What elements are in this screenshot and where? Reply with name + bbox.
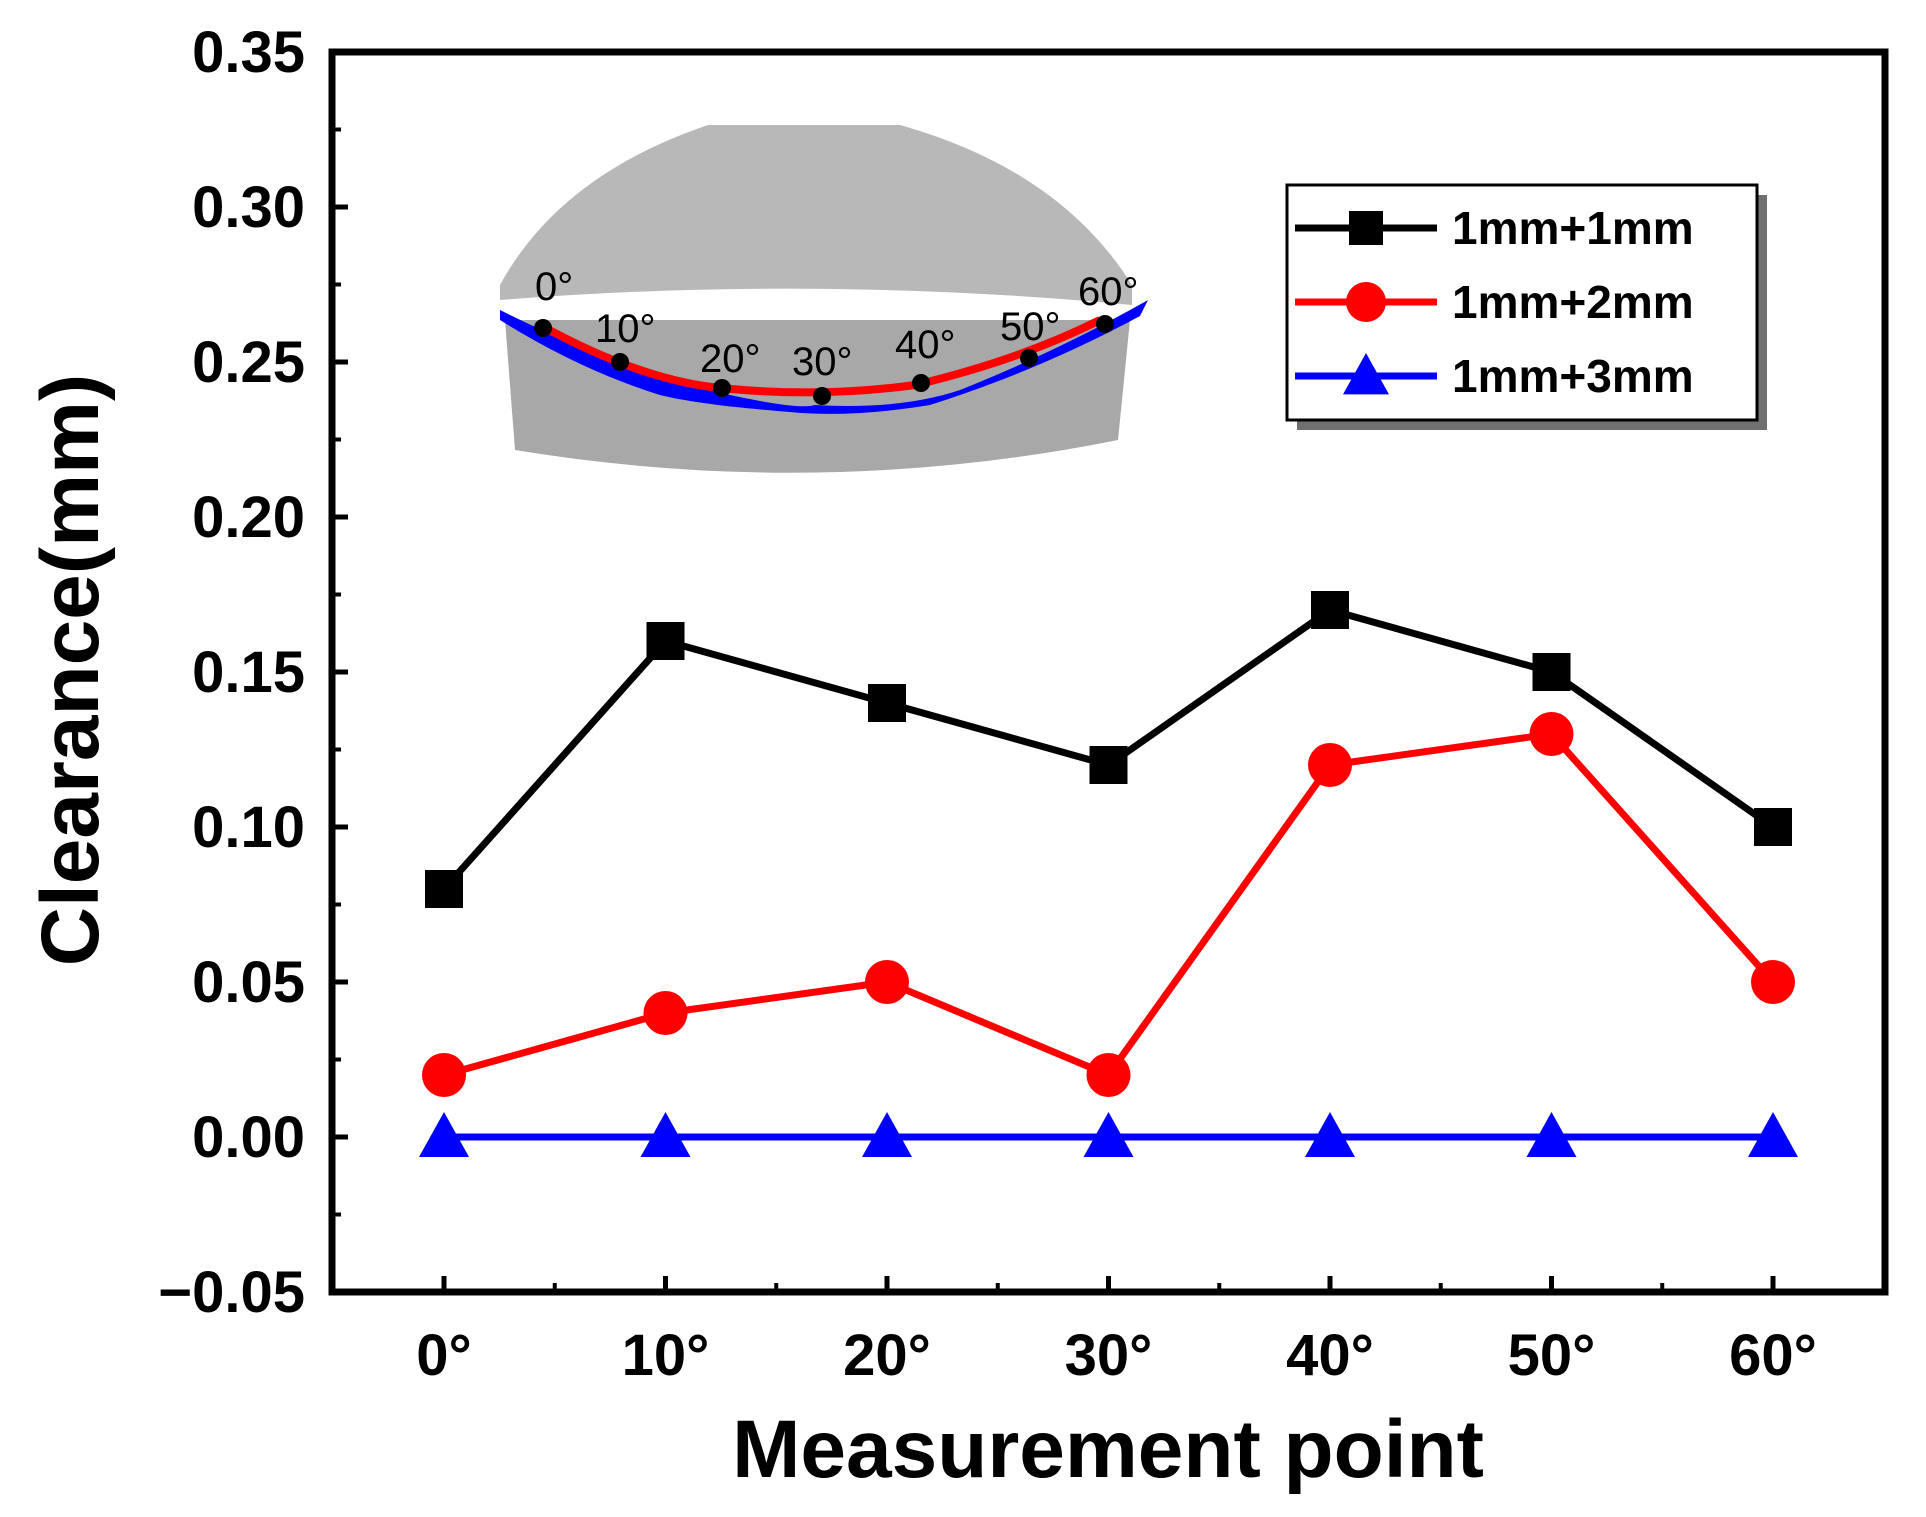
y-tick-label: −0.05: [158, 1260, 305, 1325]
inset-angle-label: 60°: [1078, 270, 1139, 314]
inset-point: [534, 319, 552, 337]
data-point: [640, 1112, 691, 1157]
inset-angle-label: 30°: [792, 340, 853, 384]
inset-gap-blue: [500, 300, 1148, 414]
data-point: [419, 1112, 469, 1157]
data-point: [1748, 1112, 1798, 1157]
data-point: [646, 622, 685, 660]
data-point: [425, 870, 463, 908]
y-tick-label: 0.35: [192, 20, 305, 85]
data-point: [1305, 1112, 1355, 1157]
x-tick-label: 0°: [416, 1323, 471, 1388]
data-point: [1754, 808, 1792, 846]
data-point: [1751, 960, 1795, 1004]
data-point: [1089, 746, 1128, 784]
inset-angle-label: 0°: [535, 265, 573, 309]
inset-angle-label: 50°: [1000, 305, 1061, 349]
inset-angle-label: 10°: [595, 307, 656, 351]
x-tick-label: 60°: [1729, 1323, 1817, 1388]
data-point: [1526, 1112, 1577, 1157]
inset-point: [611, 353, 629, 371]
legend-item: 1mm+2mm: [1295, 276, 1694, 328]
legend-item: 1mm+3mm: [1295, 350, 1694, 402]
data-point: [643, 991, 688, 1035]
data-point: [1308, 743, 1352, 787]
y-tick-label: 0.30: [192, 175, 305, 240]
inset-point: [813, 387, 831, 405]
legend-label: 1mm+3mm: [1452, 350, 1694, 402]
y-tick-label: 0.00: [192, 1105, 305, 1170]
x-tick-label: 10°: [622, 1323, 710, 1388]
data-point: [1083, 1112, 1134, 1157]
series-1mm+2mm: [422, 712, 1795, 1097]
inset-point: [1020, 349, 1038, 367]
x-tick-label: 40°: [1286, 1323, 1374, 1388]
legend-label: 1mm+2mm: [1452, 276, 1694, 328]
legend-label: 1mm+1mm: [1452, 202, 1694, 254]
data-point: [1086, 1053, 1131, 1097]
series-layer: [419, 591, 1798, 1157]
data-point: [1311, 591, 1349, 629]
legend-marker: [1343, 353, 1389, 395]
inset-illustration: 0° 10° 20° 30° 40° 50° 60°: [500, 125, 1148, 473]
series-1mm+1mm: [425, 591, 1792, 908]
inset-point: [713, 379, 731, 397]
y-tick-label: 0.15: [192, 640, 305, 705]
inset-point: [1096, 315, 1114, 333]
legend-marker: [1349, 211, 1383, 245]
legend: 1mm+1mm 1mm+2mm 1mm+3mm: [1285, 183, 1767, 430]
y-axis-title: Clearance(mm): [25, 374, 116, 966]
data-point: [422, 1053, 466, 1097]
series-1mm+3mm: [419, 1112, 1798, 1157]
data-point: [1532, 653, 1571, 691]
y-tick-label: 0.25: [192, 330, 305, 395]
x-axis-title: Measurement point: [732, 1404, 1484, 1495]
x-tick-label: 20°: [843, 1323, 931, 1388]
data-point: [862, 1112, 912, 1157]
inset-point: [912, 374, 930, 392]
data-point: [868, 684, 906, 722]
x-tick-label: 50°: [1508, 1323, 1596, 1388]
x-tick-label: 30°: [1065, 1323, 1153, 1388]
x-axis: 0° 10° 20° 30° 40° 50° 60°: [416, 1276, 1817, 1388]
y-axis: −0.05 0.00 0.05 0.10 0.15 0.20 0.25 0.30 0.35: [158, 20, 348, 1325]
inset-angle-label: 20°: [700, 337, 761, 381]
y-tick-label: 0.20: [192, 485, 305, 550]
y-tick-label: 0.05: [192, 950, 305, 1015]
inset-upper-dome: [500, 125, 1132, 305]
legend-marker: [1346, 282, 1386, 322]
data-point: [865, 960, 909, 1004]
data-point: [1529, 712, 1574, 756]
inset-angle-label: 40°: [895, 323, 956, 367]
series-line: [443, 730, 1776, 1079]
legend-item: 1mm+1mm: [1295, 202, 1694, 254]
y-tick-label: 0.10: [192, 795, 305, 860]
